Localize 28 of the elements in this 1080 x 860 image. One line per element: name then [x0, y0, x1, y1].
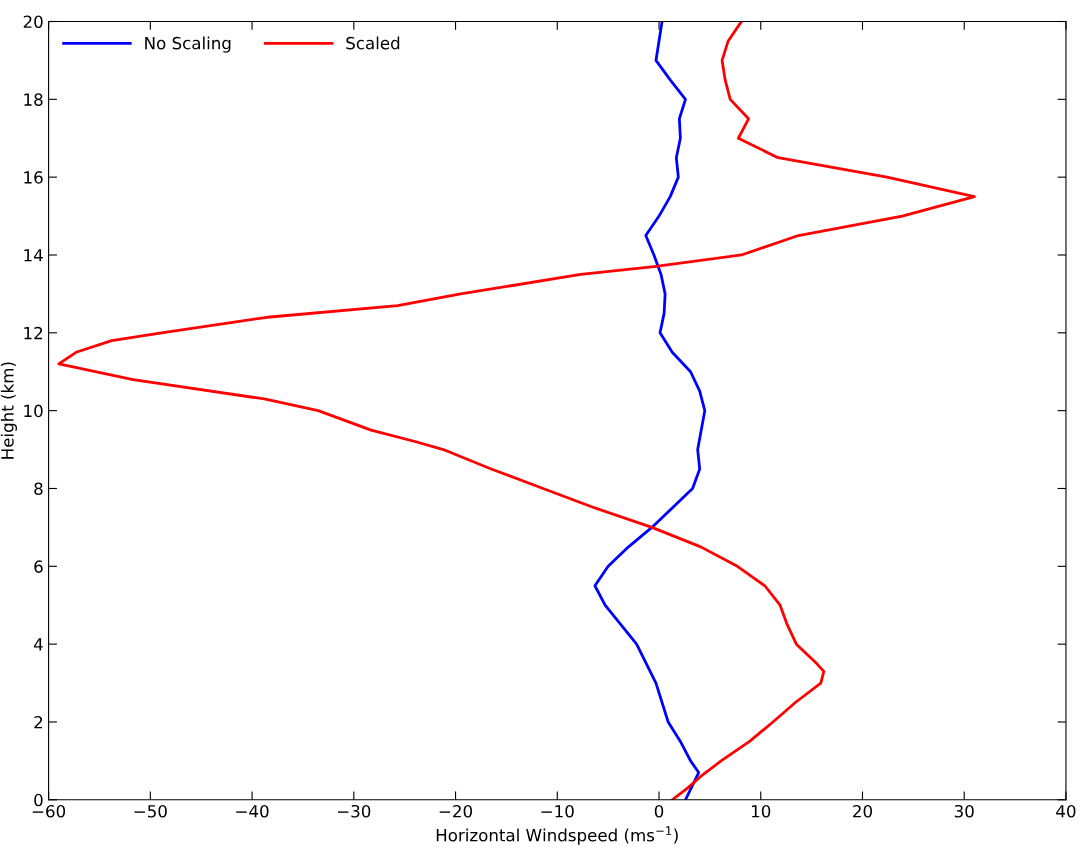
y-tick-label: 10 [24, 404, 43, 418]
line-series [593, 21, 707, 800]
x-tick-label: 0 [654, 804, 664, 818]
y-tick-label: 18 [24, 93, 43, 106]
y-tick-label: 16 [24, 171, 43, 184]
y-tick-label: 20 [23, 15, 43, 29]
x-tick-label: −20 [439, 804, 473, 818]
x-tick-label: 10 [751, 804, 771, 818]
x-tick-label: −50 [134, 804, 167, 818]
y-tick-label: 8 [34, 482, 43, 496]
x-tick-label: 40 [1056, 804, 1076, 818]
y-tick-label: 2 [34, 715, 43, 729]
y-tick-label: 4 [33, 638, 43, 651]
y-tick-label: 12 [24, 326, 43, 340]
x-tick-label: −40 [236, 804, 269, 818]
y-tick-label: 0 [34, 793, 43, 807]
x-tick-label: −10 [541, 804, 574, 818]
x-tick-label: 30 [954, 804, 974, 818]
y-tick-label: 14 [24, 249, 43, 262]
x-axis-title: Horizontal Windspeed (ms$^{−1}$) [436, 826, 678, 845]
x-tick-label: 20 [853, 804, 872, 818]
y-axis-title: Height (km) [0, 362, 17, 459]
legend-label: Scaled [346, 36, 400, 50]
x-tick-label: −60 [32, 804, 66, 818]
line-series [57, 21, 976, 800]
x-tick-label: −30 [337, 804, 371, 818]
y-tick-label: 6 [34, 560, 43, 573]
legend-label: No Scaling [145, 36, 231, 53]
